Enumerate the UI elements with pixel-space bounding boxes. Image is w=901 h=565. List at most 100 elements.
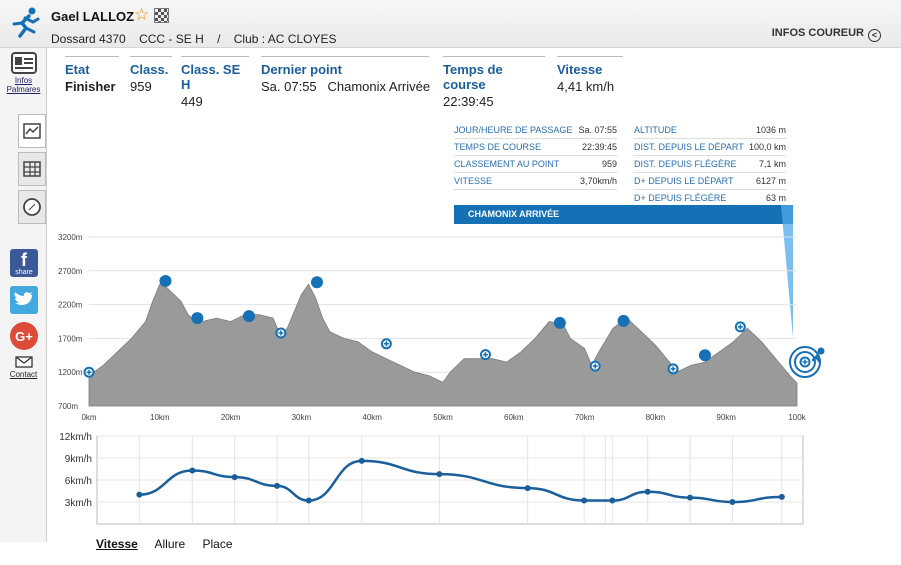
runner-name: Gael LALLOZ <box>51 9 135 24</box>
speed-point[interactable] <box>778 493 785 500</box>
speed-point[interactable] <box>609 497 616 504</box>
compass-icon <box>23 198 41 216</box>
speed-point[interactable] <box>687 494 694 501</box>
tab-vitesse[interactable]: Vitesse <box>96 537 138 551</box>
speed-grid <box>97 435 803 524</box>
speed-point[interactable] <box>436 471 443 478</box>
callout-pointer <box>781 205 793 338</box>
profile-y-axis: 3200m 2700m 2200m 1700m 1200m 700m <box>58 233 83 411</box>
table-view-tab[interactable] <box>18 152 46 186</box>
checkpoint-dot[interactable] <box>159 274 172 287</box>
checkpoint-dot[interactable] <box>191 312 204 325</box>
stat-class-cat-value: 449 <box>181 94 203 109</box>
speed-y-tick: 3km/h <box>65 498 92 509</box>
palmares-label: Palmares <box>6 85 41 94</box>
info-row: JOUR/HEURE DE PASSAGE Sa. 07:55 <box>454 122 617 139</box>
tab-place[interactable]: Place <box>202 537 233 551</box>
checkpoint-dot[interactable] <box>698 349 711 362</box>
profile-x-axis: 0km 10km 20km 30km 40km 50km 60km 70km 80km 90km 1… <box>81 413 806 422</box>
checkpoint-dot[interactable] <box>243 310 256 323</box>
speed-point[interactable] <box>274 482 281 489</box>
speed-points <box>136 457 785 505</box>
profile-view-tab[interactable] <box>18 114 46 148</box>
race-text: CCC - SE H <box>139 32 204 46</box>
favorite-star-icon[interactable]: ☆ <box>134 5 150 24</box>
profile-x-tick: 70km <box>575 413 595 422</box>
checkpoint-plus-marker[interactable] <box>589 360 601 372</box>
contact-button[interactable]: Contact <box>0 356 47 379</box>
checkpoint-plus-marker[interactable] <box>380 338 392 350</box>
speed-point[interactable] <box>189 467 196 474</box>
speed-chart[interactable]: 12km/h 9km/h 6km/h 3km/h <box>0 425 901 530</box>
speed-y-tick: 9km/h <box>65 454 92 465</box>
profile-x-tick: 40km <box>362 413 382 422</box>
dossard-text: Dossard 4370 <box>51 32 126 46</box>
info-row: TEMPS DE COURSE 22:39:45 <box>454 139 617 156</box>
infos-palmares-button[interactable]: Infos Palmares <box>0 52 47 94</box>
speed-point[interactable] <box>581 497 588 504</box>
profile-x-tick: 10km <box>150 413 170 422</box>
checkpoint-plus-marker[interactable] <box>479 349 491 361</box>
checkpoint-plus-marker[interactable] <box>734 321 746 333</box>
speed-point[interactable] <box>358 457 365 464</box>
google-plus-share-button[interactable]: G+ <box>10 322 38 350</box>
profile-x-tick: 0km <box>81 413 96 422</box>
infos-coureur-label: INFOS COUREUR <box>771 27 864 39</box>
stat-etat-label: Etat <box>65 62 90 77</box>
elevation-profile-chart[interactable]: 3200m 2700m 2200m 1700m 1200m 700m 0km 10km 20k… <box>0 0 901 430</box>
checkered-flag-icon[interactable] <box>154 8 169 23</box>
elevation-area <box>88 283 798 407</box>
point-info-left: JOUR/HEURE DE PASSAGE Sa. 07:55 TEMPS DE … <box>454 122 617 190</box>
info-row: D+ DEPUIS LE DÉPART 6127 m <box>634 173 786 190</box>
twitter-bird-icon <box>14 292 33 305</box>
info-label: CLASSEMENT AU POINT <box>454 159 560 169</box>
info-row: VITESSE 3,70km/h <box>454 173 617 190</box>
google-plus-icon: G+ <box>15 328 33 344</box>
facebook-icon: f <box>21 249 27 270</box>
facebook-share-label: share <box>15 268 33 276</box>
speed-y-axis: 12km/h 9km/h 6km/h 3km/h <box>59 432 92 509</box>
profile-x-tick: 90km <box>716 413 736 422</box>
infos-coureur-button[interactable]: INFOS COUREUR < <box>772 27 881 42</box>
finish-target-marker[interactable] <box>789 346 821 379</box>
info-label: JOUR/HEURE DE PASSAGE <box>454 125 573 135</box>
infos-label: Infos <box>14 76 33 85</box>
info-label: D+ DEPUIS LE DÉPART <box>634 176 734 186</box>
speed-point[interactable] <box>729 499 736 505</box>
checkpoint-dot[interactable] <box>553 316 566 329</box>
profile-y-tick: 700m <box>58 402 78 411</box>
tab-allure[interactable]: Allure <box>154 537 186 551</box>
checkpoint-plus-marker[interactable] <box>275 327 287 339</box>
checkpoint-plus-marker[interactable] <box>83 366 95 378</box>
profile-y-tick: 2200m <box>58 301 83 310</box>
stat-class: Class. 959 <box>130 56 172 94</box>
info-label: DIST. DEPUIS LE DÉPART <box>634 142 744 152</box>
stat-class-cat-label: Class. SE H <box>181 62 241 92</box>
runner-subline: Dossard 4370 CCC - SE H / Club : AC CLOY… <box>51 32 336 46</box>
info-label: D+ DEPUIS FLÉGÈRE <box>634 193 727 203</box>
checkpoint-dot[interactable] <box>617 314 630 327</box>
speed-point[interactable] <box>231 474 238 481</box>
speed-point[interactable] <box>305 497 312 504</box>
info-row: DIST. DEPUIS FLÉGÈRE 7,1 km <box>634 156 786 173</box>
checkpoint-markers <box>83 274 821 379</box>
info-value: 7,1 km <box>758 159 786 169</box>
speed-point[interactable] <box>524 485 531 492</box>
info-row: CLASSEMENT AU POINT 959 <box>454 156 617 173</box>
checkpoint-plus-marker[interactable] <box>667 363 679 375</box>
compass-view-tab[interactable] <box>18 190 46 224</box>
stat-class-cat: Class. SE H 449 <box>181 56 249 109</box>
chart-icon <box>23 123 41 139</box>
back-arrow-icon: < <box>868 29 881 42</box>
checkpoint-dot[interactable] <box>310 276 323 289</box>
facebook-share-button[interactable]: f share <box>10 249 38 277</box>
stat-temps-value: 22:39:45 <box>443 94 494 109</box>
twitter-share-button[interactable] <box>10 286 38 314</box>
left-sidebar: Infos Palmares f share <box>0 48 47 542</box>
speed-point[interactable] <box>136 491 143 498</box>
profile-x-tick: 20km <box>221 413 241 422</box>
info-label: ALTITUDE <box>634 125 677 135</box>
info-value: 1036 m <box>755 125 786 135</box>
stat-class-value: 959 <box>130 79 152 94</box>
speed-point[interactable] <box>644 488 651 495</box>
